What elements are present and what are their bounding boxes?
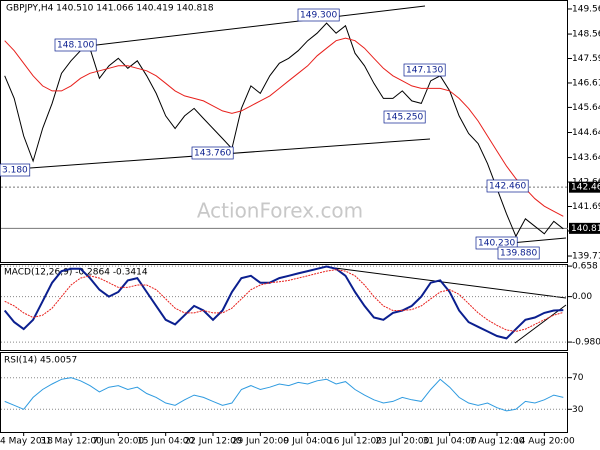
level-box xyxy=(569,222,600,234)
chart-title: GBPJPY,H4 140.510 141.066 140.419 140.81… xyxy=(6,4,214,14)
x-tick-label: 23 Jul 20:00 xyxy=(375,437,429,447)
annotation: 140.230 xyxy=(478,239,515,249)
series-line xyxy=(4,377,564,412)
y-tick-label: -0.9802 xyxy=(572,338,600,348)
y-tick-label: 145.640 xyxy=(572,103,600,113)
price-panel xyxy=(0,0,568,263)
x-tick-label: 24 May 2018 xyxy=(0,437,53,447)
x-tick-label: 9 Jul 04:00 xyxy=(284,437,333,447)
x-tick-label: 31 Jul 04:00 xyxy=(423,437,477,447)
annotation: 143.760 xyxy=(194,149,231,159)
x-tick-label: 29 Jun 20:00 xyxy=(232,437,289,447)
annotation-box xyxy=(497,246,540,260)
series-line xyxy=(4,37,564,217)
annotation: 147.130 xyxy=(406,66,443,76)
watermark: ActionForex.com xyxy=(197,199,363,223)
y-tick-label: 30 xyxy=(572,405,584,415)
level-label: 142.460 xyxy=(571,183,600,193)
macd-panel xyxy=(0,264,568,351)
y-tick-label: 139.715 xyxy=(572,252,600,262)
annotation-box xyxy=(475,236,518,250)
x-tick-label: 14 Aug 20:00 xyxy=(514,437,575,447)
annotation-box xyxy=(486,179,529,193)
y-tick-label: 148.565 xyxy=(572,30,600,40)
x-tick-label: 7 Aug 12:00 xyxy=(470,437,525,447)
annotation: 149.300 xyxy=(300,11,337,21)
series-line xyxy=(3,265,564,340)
x-tick-label: 22 Jun 12:00 xyxy=(184,437,241,447)
rsi-panel xyxy=(0,352,568,433)
annotation-box xyxy=(191,146,234,160)
level-label: 140.818 xyxy=(571,224,600,234)
x-tick-label: 15 Jun 04:00 xyxy=(137,437,194,447)
annotation: 145.250 xyxy=(386,113,423,123)
annotation-box xyxy=(383,110,426,124)
annotation: 139.880 xyxy=(500,249,537,259)
annotation-box xyxy=(0,163,31,177)
macd-title: MACD(12,26,9) -0.2864 -0.3414 xyxy=(4,268,148,278)
y-tick-label: 147.590 xyxy=(572,54,600,64)
series-line xyxy=(4,269,564,332)
y-tick-label: 149.565 xyxy=(572,4,600,14)
annotation: 142.460 xyxy=(489,182,526,192)
series-line xyxy=(4,22,564,238)
rsi-title: RSI(14) 45.0057 xyxy=(4,356,77,366)
y-tick-label: 0.658 xyxy=(572,262,598,272)
annotation-box xyxy=(403,63,446,77)
y-tick-label: 70 xyxy=(572,373,584,383)
trendline xyxy=(79,5,426,48)
annotation-box xyxy=(297,8,340,22)
y-tick-label: 144.640 xyxy=(572,128,600,138)
x-tick-label: 7 Jun 20:00 xyxy=(93,437,145,447)
y-tick-label: 0.00 xyxy=(572,292,592,302)
x-tick-label: 16 Jul 12:00 xyxy=(328,437,382,447)
annotation: 3.180 xyxy=(2,166,28,176)
trendline xyxy=(334,267,567,299)
y-tick-label: 141.690 xyxy=(572,202,600,212)
annotation-box xyxy=(54,38,97,52)
annotation: 148.100 xyxy=(57,41,94,51)
y-tick-label: 143.640 xyxy=(572,153,600,163)
y-tick-label: 146.615 xyxy=(572,78,600,88)
level-box xyxy=(569,181,600,193)
x-tick-label: 31 May 12:00 xyxy=(40,437,102,447)
